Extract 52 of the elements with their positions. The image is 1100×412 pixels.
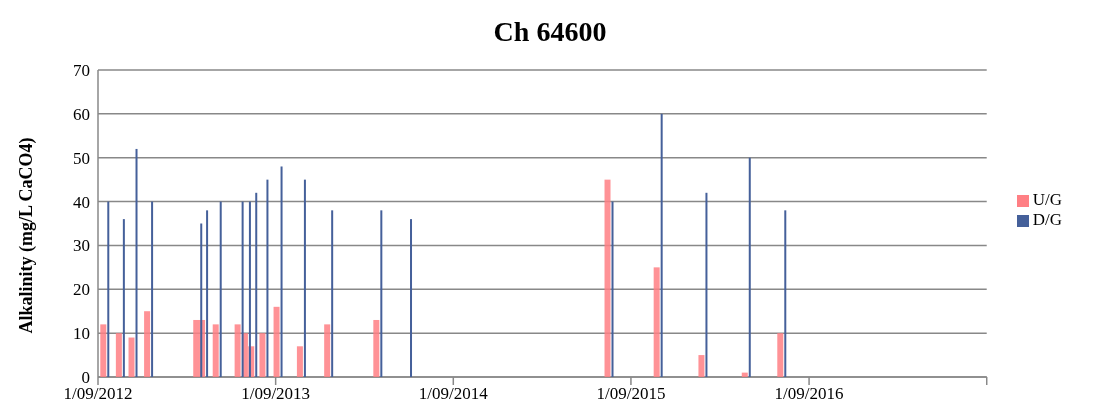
bar: [324, 324, 331, 377]
y-tick-label: 30: [73, 236, 90, 256]
chart-title: Ch 64600: [492, 16, 608, 48]
bar: [100, 324, 107, 377]
bar: [660, 113, 663, 377]
bar: [653, 267, 660, 377]
bar: [115, 333, 122, 377]
legend-label: U/G: [1032, 190, 1062, 209]
bar: [234, 324, 241, 377]
bar: [128, 337, 135, 377]
bar: [748, 157, 751, 377]
bar: [206, 210, 209, 377]
bar: [144, 311, 151, 377]
legend-label: D/G: [1032, 210, 1062, 229]
y-axis-title: Alkalinity (mg/L CaCO4): [16, 137, 38, 334]
bar: [604, 179, 611, 377]
x-tick-label: 1/09/2015: [596, 384, 666, 404]
bar: [410, 219, 413, 377]
bar: [611, 201, 614, 377]
y-tick-label: 40: [73, 192, 90, 212]
y-tick-label: 70: [73, 61, 90, 81]
bar: [107, 201, 110, 377]
bar: [248, 201, 251, 377]
bar: [273, 306, 280, 377]
bar: [151, 201, 154, 377]
y-tick-label: 60: [73, 104, 90, 124]
bar: [296, 346, 303, 377]
bar: [259, 333, 266, 377]
y-tick-label: 50: [73, 148, 90, 168]
bar: [219, 201, 222, 377]
bar: [303, 179, 306, 377]
bar: [122, 219, 125, 377]
bar: [135, 148, 138, 377]
bar: [777, 333, 784, 377]
x-tick-label: 1/09/2013: [241, 384, 311, 404]
bar: [380, 210, 383, 377]
bar: [331, 210, 334, 377]
bar: [266, 179, 269, 377]
bar: [200, 223, 203, 377]
bar: [741, 372, 748, 377]
bar: [373, 319, 380, 377]
bar: [698, 355, 705, 377]
x-tick-label: 1/09/2014: [418, 384, 489, 404]
y-tick-label: 20: [73, 280, 90, 300]
y-tick-label: 10: [73, 324, 90, 344]
bar: [241, 201, 244, 377]
bar: [280, 166, 283, 377]
bar: [705, 192, 708, 377]
x-tick-label: 1/09/2016: [774, 384, 844, 404]
bar: [784, 210, 787, 377]
bar: [255, 192, 258, 377]
bar: [212, 324, 219, 377]
